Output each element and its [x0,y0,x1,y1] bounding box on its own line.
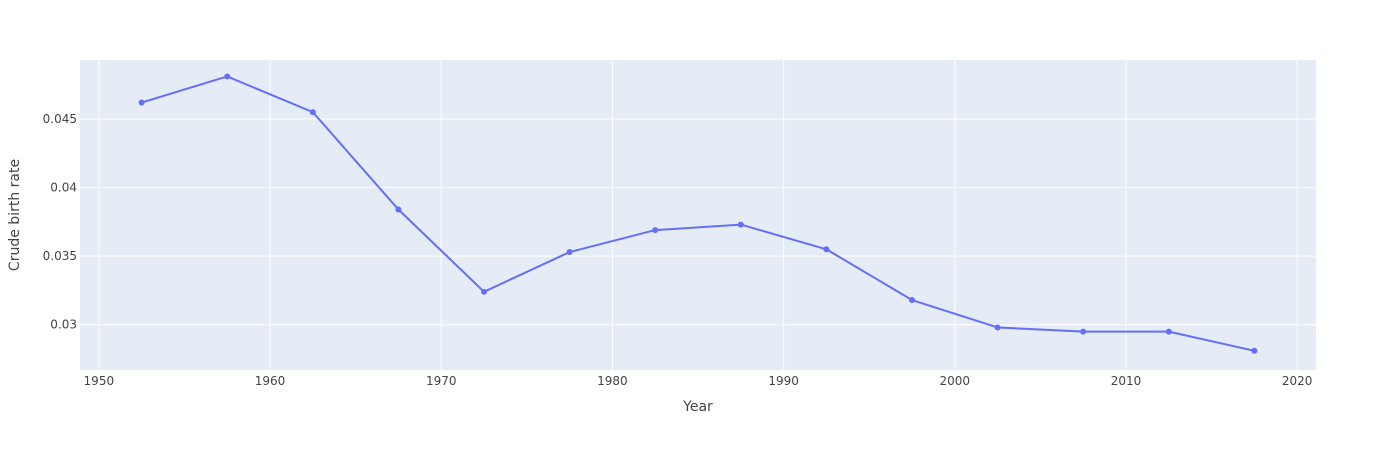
x-axis-title: Year [682,399,713,415]
data-point[interactable] [652,227,659,234]
grid-lines [80,60,1316,370]
data-point[interactable] [138,99,145,106]
data-point[interactable] [823,246,830,253]
x-tick-label: 1960 [255,374,286,388]
y-axis-title: Crude birth rate [7,159,23,271]
data-point[interactable] [1165,328,1172,335]
x-tick-label: 2000 [940,374,971,388]
data-point[interactable] [994,324,1001,331]
data-point[interactable] [566,249,573,256]
y-tick-label: 0.035 [43,249,77,263]
data-point[interactable] [309,109,316,116]
data-point[interactable] [395,206,402,213]
data-point[interactable] [1080,328,1087,335]
y-tick-label: 0.045 [43,112,77,126]
x-tick-label: 2010 [1111,374,1142,388]
data-point[interactable] [737,221,744,228]
data-point[interactable] [1251,347,1258,354]
plot-background [80,60,1316,370]
data-point[interactable] [481,288,488,295]
y-axis-ticks: 0.03 0.035 0.04 0.045 [43,112,77,332]
data-point[interactable] [224,73,231,80]
y-tick-label: 0.04 [50,181,77,195]
series-layer [138,73,1258,354]
x-tick-label: 2020 [1282,374,1313,388]
series-line [141,75,1255,352]
x-axis-ticks: 1950 1960 1970 1980 1990 2000 2010 2020 [84,374,1313,388]
data-point[interactable] [908,297,915,304]
x-tick-label: 1970 [426,374,457,388]
x-tick-label: 1950 [84,374,115,388]
y-tick-label: 0.03 [50,318,77,332]
x-tick-label: 1990 [768,374,799,388]
x-tick-label: 1980 [597,374,628,388]
